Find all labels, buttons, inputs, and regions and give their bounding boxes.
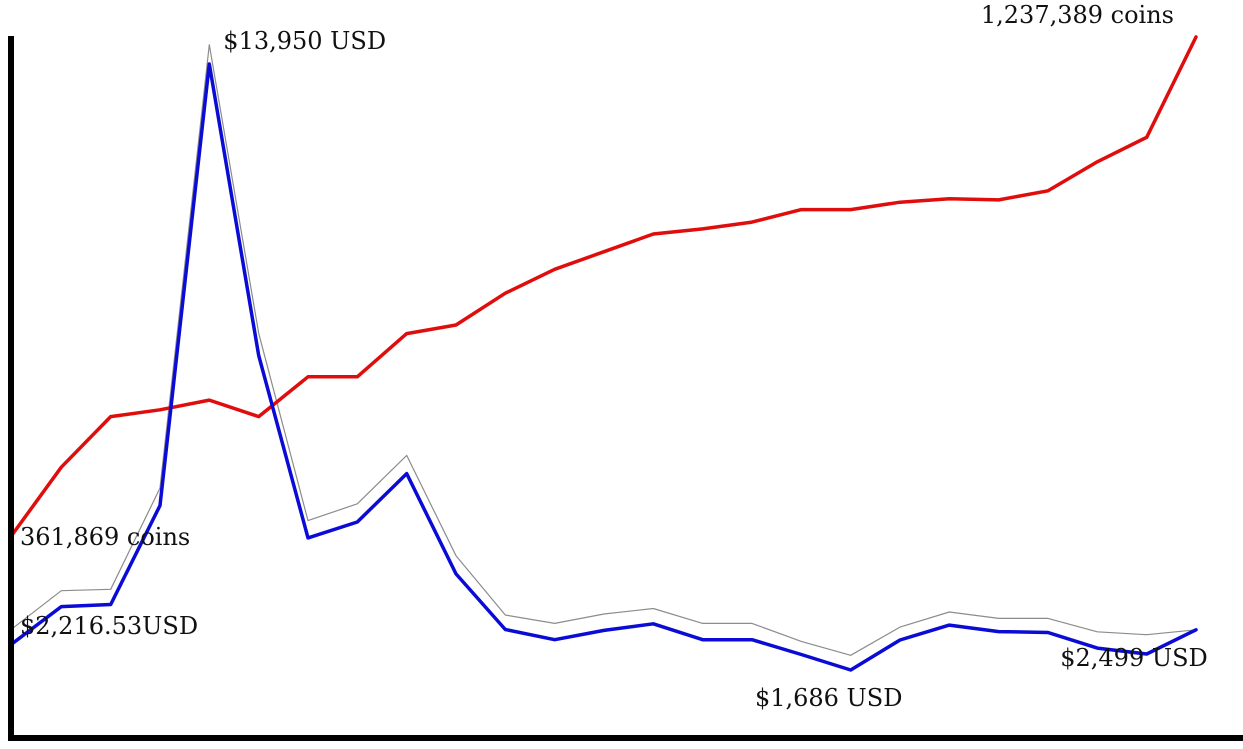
series-line-usd-reference [11,44,1197,656]
annotation-layer: $13,950 USD 361,869 coins $2,216.53USD $1,6… [20,1,1208,712]
series-layer [10,35,1198,672]
annotation-coins-24: 1,237,389 coins [981,1,1174,29]
annotation-usd-0: $2,216.53USD [20,612,198,640]
annotation-coins-0: 361,869 coins [20,523,190,551]
annotation-usd-4: $13,950 USD [223,27,386,55]
series-line-usd [10,62,1198,672]
series-line-coins [10,35,1198,537]
annotation-usd-17: $1,686 USD [755,684,903,712]
annotation-usd-24: $2,499 USD [1060,644,1208,672]
